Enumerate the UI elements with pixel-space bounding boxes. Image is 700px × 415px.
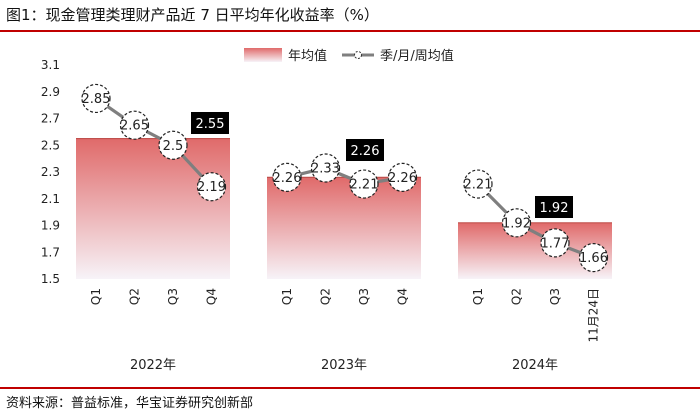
y-tick-label: 2.3 xyxy=(41,165,60,179)
x-tick-label: Q4 xyxy=(396,288,410,305)
annual-bar xyxy=(76,138,230,279)
x-tick-label: Q2 xyxy=(319,288,333,305)
x-tick-label: Q1 xyxy=(89,288,103,305)
annual-label-box xyxy=(346,139,384,161)
year-label: 2023年 xyxy=(321,358,367,373)
period-value-label: 2.26 xyxy=(388,171,417,186)
period-value-label: 2.33 xyxy=(311,161,340,176)
period-marker xyxy=(196,172,227,202)
y-tick-label: 2.7 xyxy=(41,112,60,126)
x-tick-label: Q2 xyxy=(510,288,524,305)
y-tick-label: 2.1 xyxy=(41,192,60,206)
title-bar: 图1：现金管理类理财产品近 7 日平均年化收益率（%） xyxy=(0,0,700,28)
period-marker xyxy=(81,83,111,114)
legend-label-annual: 年均值 xyxy=(288,48,327,64)
x-tick-label: Q1 xyxy=(471,288,485,305)
period-marker xyxy=(540,228,570,258)
annual-label-box xyxy=(535,196,573,218)
period-value-label: 2.26 xyxy=(273,171,302,186)
period-marker xyxy=(349,169,379,199)
y-tick-label: 2.5 xyxy=(41,138,60,152)
period-value-label: 2.21 xyxy=(350,178,379,193)
annual-label: 2.26 xyxy=(351,144,380,159)
period-marker xyxy=(501,208,532,238)
bottom-rule xyxy=(0,387,700,389)
y-tick-label: 1.9 xyxy=(41,219,60,233)
period-value-label: 1.66 xyxy=(579,251,608,266)
period-marker xyxy=(158,130,188,160)
x-tick-label: Q1 xyxy=(280,288,294,305)
figure-title: 图1：现金管理类理财产品近 7 日平均年化收益率（%） xyxy=(6,6,379,24)
period-value-label: 2.65 xyxy=(120,119,149,134)
x-tick-label: Q2 xyxy=(128,288,142,305)
y-tick-label: 3.1 xyxy=(41,58,60,72)
period-value-label: 2.19 xyxy=(197,180,226,195)
period-line xyxy=(95,97,213,188)
x-tick-label: 11月24日 xyxy=(587,288,601,343)
annual-label: 2.55 xyxy=(196,117,225,132)
top-rule xyxy=(0,30,700,32)
source-note: 资料来源：普益标准，华宝证券研究创新部 xyxy=(6,396,254,411)
y-tick-label: 1.7 xyxy=(41,245,60,259)
year-label: 2024年 xyxy=(512,358,558,373)
x-tick-label: Q3 xyxy=(548,288,562,305)
legend-label-period: 季/月/周均值 xyxy=(380,48,454,64)
y-tick-label: 2.9 xyxy=(41,85,60,99)
period-marker xyxy=(578,243,609,273)
period-value-label: 2.21 xyxy=(464,178,493,193)
period-value-label: 2.85 xyxy=(82,92,111,107)
legend-bar-swatch xyxy=(244,48,282,62)
y-tick-label: 1.5 xyxy=(41,272,60,286)
legend-marker-swatch xyxy=(354,51,362,59)
period-value-label: 1.77 xyxy=(541,236,570,251)
annual-bar xyxy=(267,177,421,279)
x-tick-label: Q3 xyxy=(357,288,371,305)
period-marker xyxy=(310,153,341,183)
period-marker xyxy=(272,162,302,192)
period-line xyxy=(286,166,403,186)
annual-label: 1.92 xyxy=(540,201,569,216)
period-value-label: 1.92 xyxy=(502,216,531,231)
x-tick-label: Q3 xyxy=(166,288,180,305)
period-marker xyxy=(119,110,150,140)
period-value-label: 2.5 xyxy=(163,139,184,154)
period-line xyxy=(476,182,595,260)
period-marker xyxy=(387,162,418,192)
annual-label-box xyxy=(191,112,229,134)
year-label: 2022年 xyxy=(130,358,176,373)
period-marker xyxy=(463,169,493,199)
x-tick-label: Q4 xyxy=(205,288,219,305)
